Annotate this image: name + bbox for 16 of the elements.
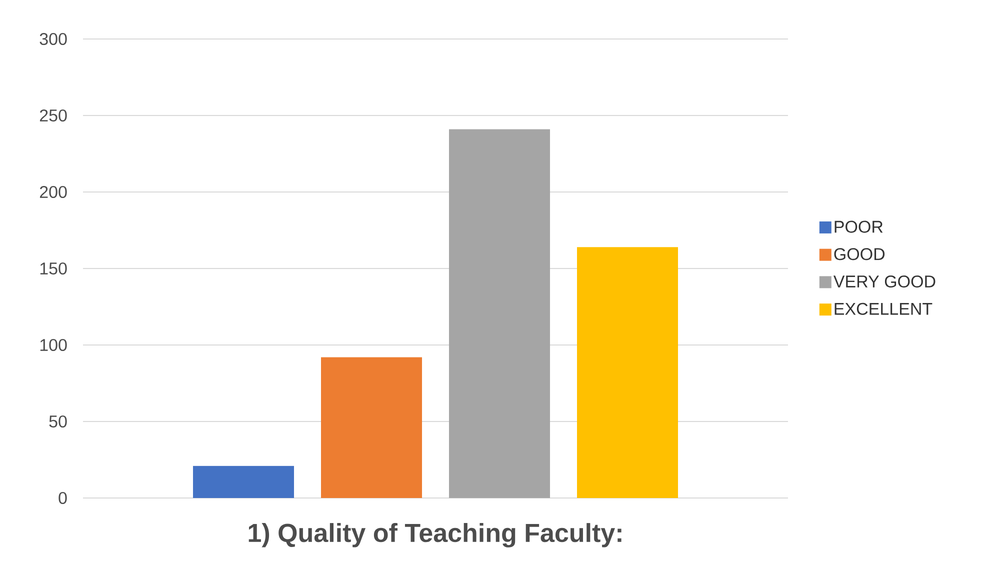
y-tick-label: 300: [40, 32, 67, 46]
bar: [449, 129, 550, 498]
y-tick-label: 50: [49, 415, 67, 428]
bar: [321, 357, 422, 498]
y-tick-label: 250: [40, 109, 67, 122]
legend-label: EXCELLENT: [834, 302, 932, 315]
bar: [577, 247, 678, 498]
bar: [193, 466, 294, 498]
y-tick-label: 0: [58, 492, 67, 504]
legend-label: VERY GOOD: [833, 275, 936, 288]
text: 1) Quality of Teaching Faculty:: [248, 523, 622, 548]
legend-label: GOOD: [834, 248, 885, 260]
y-tick-label: 200: [40, 186, 67, 198]
y-tick-label: 100: [40, 338, 67, 352]
y-tick-label: 150: [40, 262, 67, 275]
legend-label: POOR: [834, 220, 883, 233]
